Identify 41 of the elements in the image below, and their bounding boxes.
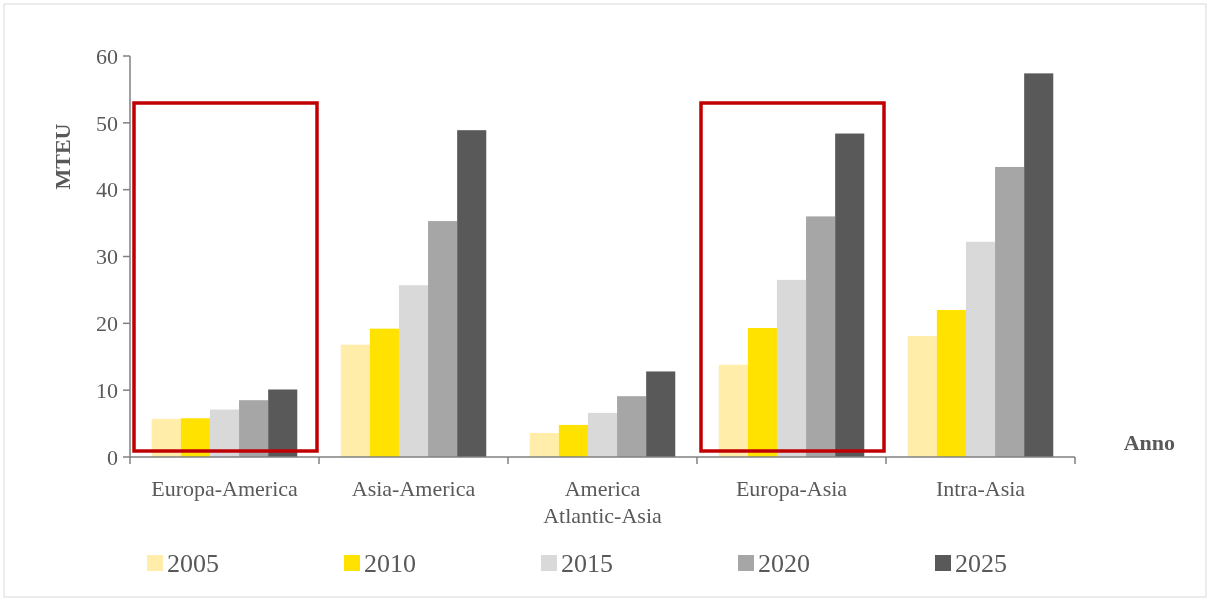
y-tick-label: 0	[107, 444, 118, 470]
y-tick-label: 20	[96, 311, 118, 337]
bar	[587, 412, 618, 457]
bar	[965, 241, 996, 457]
bar	[718, 364, 748, 457]
y-tick-label: 40	[96, 177, 118, 203]
y-tick-label: 10	[96, 377, 118, 403]
bar	[558, 424, 588, 457]
y-tick-label: 30	[96, 244, 118, 270]
x-tick-label: America Atlantic-Asia	[543, 476, 662, 528]
bar	[936, 309, 966, 457]
x-tick-label: Asia-America	[351, 476, 476, 501]
bar	[428, 221, 458, 457]
bar	[1024, 73, 1054, 457]
bar	[617, 396, 647, 457]
legend-label: 2025	[955, 549, 1007, 578]
x-axis-title: Anno	[1123, 430, 1175, 455]
bar	[776, 279, 807, 457]
bar	[398, 285, 429, 457]
bar	[747, 328, 777, 457]
bar	[529, 432, 559, 457]
y-tick-label: 60	[96, 43, 118, 69]
y-axis-title: MTEU	[50, 123, 75, 190]
bar	[907, 336, 937, 457]
bar	[268, 389, 298, 457]
bar	[646, 371, 676, 457]
x-tick-label: Europa-America	[151, 476, 299, 501]
legend-label: 2005	[167, 549, 219, 578]
bar	[239, 400, 269, 457]
bar	[340, 344, 370, 457]
y-tick-label: 50	[96, 110, 118, 136]
bar	[995, 166, 1025, 457]
x-tick-label: Intra-Asia	[935, 476, 1026, 501]
legend-label: 2010	[364, 549, 416, 578]
bar	[835, 133, 865, 457]
bar	[369, 328, 399, 457]
bar	[457, 130, 487, 457]
x-tick-label: Europa-Asia	[735, 476, 848, 501]
legend-label: 2020	[758, 549, 810, 578]
legend-label: 2015	[561, 549, 613, 578]
bar	[806, 216, 836, 457]
